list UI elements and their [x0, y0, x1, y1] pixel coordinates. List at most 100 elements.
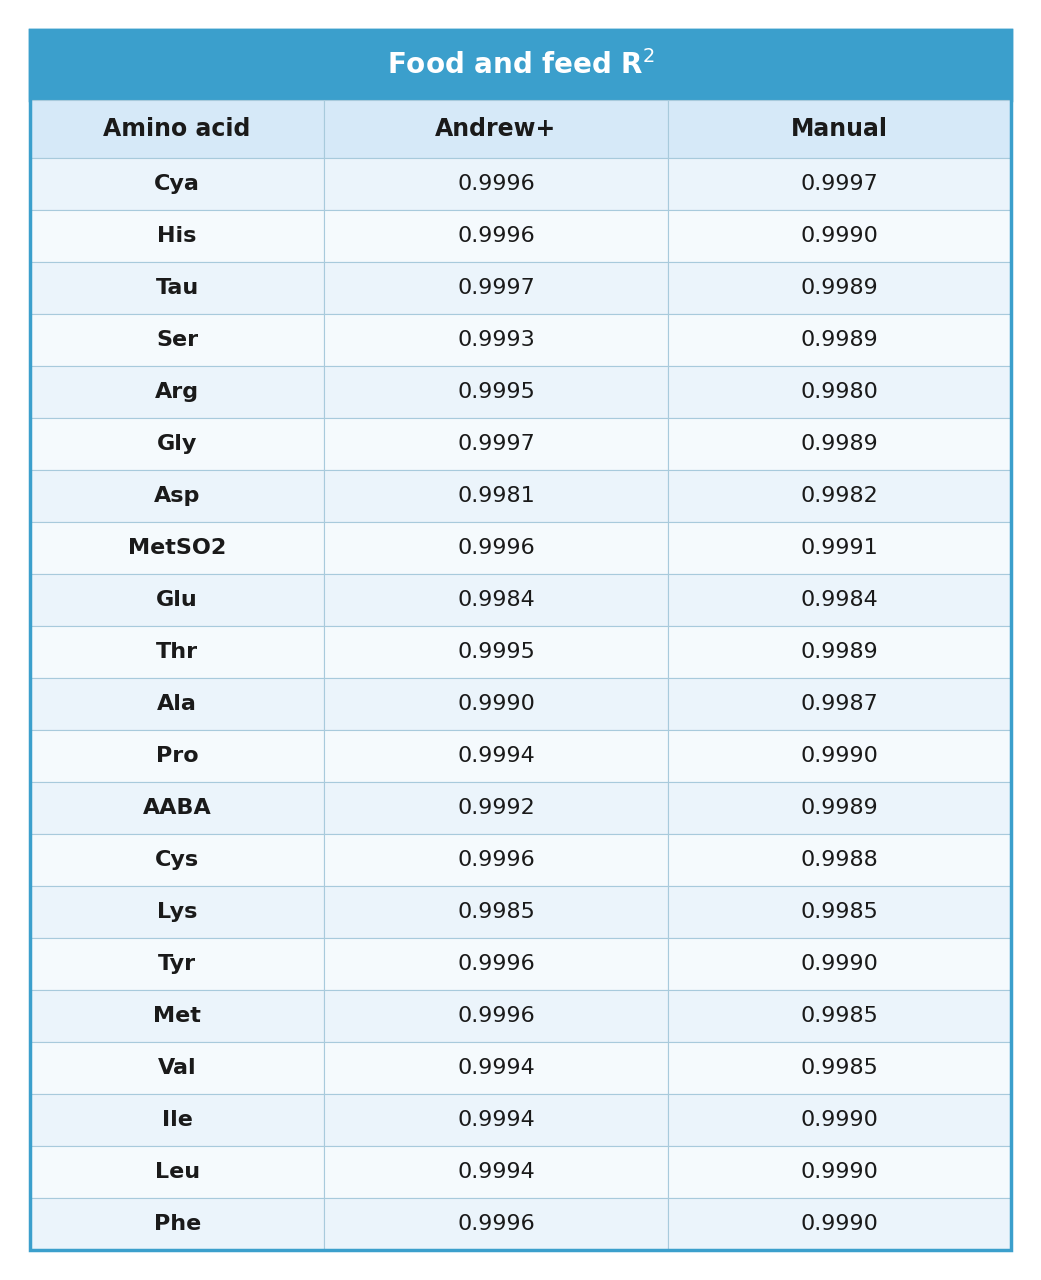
Bar [30, 522, 325, 573]
Text: 0.9984: 0.9984 [457, 590, 535, 611]
Text: Lys: Lys [157, 902, 198, 922]
Text: 0.9997: 0.9997 [801, 174, 879, 195]
Bar [325, 782, 667, 835]
Text: 0.9990: 0.9990 [457, 694, 535, 714]
Bar [325, 366, 667, 419]
Bar [325, 100, 667, 157]
Bar [325, 210, 667, 262]
Bar [667, 262, 1011, 314]
Bar [667, 573, 1011, 626]
Text: 0.9981: 0.9981 [457, 486, 535, 506]
Bar [325, 470, 667, 522]
Bar [30, 29, 1011, 100]
Bar [30, 573, 325, 626]
Text: Ser: Ser [156, 330, 198, 349]
Bar [667, 100, 1011, 157]
Text: 0.9993: 0.9993 [457, 330, 535, 349]
Bar [30, 1094, 325, 1146]
Bar [667, 1146, 1011, 1198]
Bar [325, 573, 667, 626]
Bar [325, 522, 667, 573]
Bar [667, 730, 1011, 782]
Text: 0.9991: 0.9991 [801, 538, 879, 558]
Bar [325, 1198, 667, 1251]
Text: 0.9996: 0.9996 [457, 227, 535, 246]
Text: 0.9980: 0.9980 [801, 381, 879, 402]
Bar [30, 730, 325, 782]
Bar [30, 626, 325, 678]
Bar [325, 314, 667, 366]
Text: Asp: Asp [154, 486, 200, 506]
Bar [325, 1146, 667, 1198]
Text: Cya: Cya [154, 174, 200, 195]
Text: 0.9996: 0.9996 [457, 1213, 535, 1234]
Bar [667, 522, 1011, 573]
Bar [667, 989, 1011, 1042]
Bar [325, 835, 667, 886]
Text: 0.9996: 0.9996 [457, 850, 535, 870]
Bar [667, 470, 1011, 522]
Bar [30, 100, 325, 157]
Bar [30, 470, 325, 522]
Text: 0.9996: 0.9996 [457, 954, 535, 974]
Bar [30, 262, 325, 314]
Text: Tau: Tau [155, 278, 199, 298]
Text: Cys: Cys [155, 850, 199, 870]
Bar [30, 678, 325, 730]
Text: 0.9987: 0.9987 [801, 694, 879, 714]
Text: 0.9990: 0.9990 [801, 1110, 879, 1130]
Text: MetSO2: MetSO2 [128, 538, 226, 558]
Text: Amino acid: Amino acid [103, 116, 251, 141]
Text: 0.9996: 0.9996 [457, 174, 535, 195]
Bar [30, 938, 325, 989]
Bar [325, 678, 667, 730]
Text: 0.9997: 0.9997 [457, 434, 535, 454]
Bar [30, 157, 325, 210]
Text: 0.9992: 0.9992 [457, 797, 535, 818]
Text: Thr: Thr [156, 643, 198, 662]
Bar [325, 886, 667, 938]
Bar [667, 626, 1011, 678]
Text: 0.9997: 0.9997 [457, 278, 535, 298]
Text: 0.9995: 0.9995 [457, 381, 535, 402]
Bar [325, 419, 667, 470]
Bar [30, 989, 325, 1042]
Text: 0.9989: 0.9989 [801, 434, 879, 454]
Bar [325, 730, 667, 782]
Text: 0.9985: 0.9985 [801, 1059, 879, 1078]
Text: 0.9994: 0.9994 [457, 746, 535, 765]
Bar [325, 1042, 667, 1094]
Bar [667, 366, 1011, 419]
Text: 0.9994: 0.9994 [457, 1162, 535, 1181]
Bar [667, 1094, 1011, 1146]
Text: Arg: Arg [155, 381, 199, 402]
Bar [667, 938, 1011, 989]
Text: AABA: AABA [143, 797, 211, 818]
Text: 0.9982: 0.9982 [801, 486, 879, 506]
Text: Tyr: Tyr [158, 954, 196, 974]
Text: 0.9994: 0.9994 [457, 1110, 535, 1130]
Bar [325, 626, 667, 678]
Bar [667, 1042, 1011, 1094]
Text: 0.9990: 0.9990 [801, 1162, 879, 1181]
Bar [30, 1146, 325, 1198]
Text: His: His [157, 227, 197, 246]
Text: Pro: Pro [156, 746, 199, 765]
Text: Andrew+: Andrew+ [435, 116, 557, 141]
Text: 0.9989: 0.9989 [801, 278, 879, 298]
Bar [667, 782, 1011, 835]
Bar [667, 157, 1011, 210]
Text: 0.9994: 0.9994 [457, 1059, 535, 1078]
Text: Ile: Ile [161, 1110, 193, 1130]
Bar [667, 835, 1011, 886]
Bar [667, 886, 1011, 938]
Bar [667, 210, 1011, 262]
Text: 0.9985: 0.9985 [801, 1006, 879, 1027]
Text: 0.9996: 0.9996 [457, 538, 535, 558]
Bar [667, 314, 1011, 366]
Bar [325, 1094, 667, 1146]
Bar [30, 782, 325, 835]
Text: 0.9985: 0.9985 [801, 902, 879, 922]
Bar [325, 157, 667, 210]
Text: 0.9990: 0.9990 [801, 954, 879, 974]
